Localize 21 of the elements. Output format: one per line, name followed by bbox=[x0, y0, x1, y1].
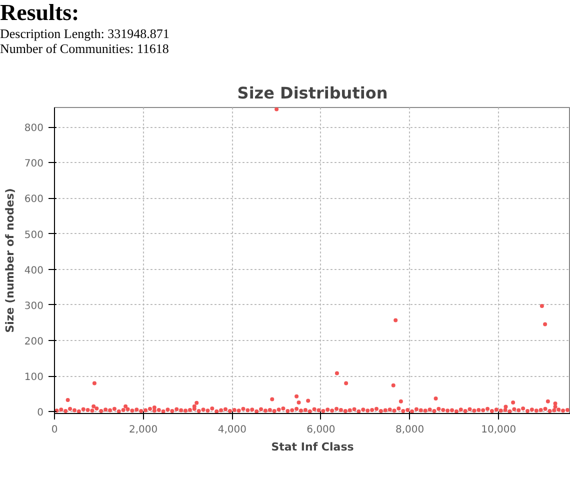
y-tick-label: 200 bbox=[24, 336, 44, 348]
x-axis-title: Stat Inf Class bbox=[271, 440, 354, 454]
x-tick-label: 4,000 bbox=[218, 424, 246, 436]
y-tick-label: 700 bbox=[24, 158, 44, 170]
y-tick-label: 600 bbox=[24, 194, 44, 206]
y-tick-label: 800 bbox=[24, 123, 44, 134]
chart-title: Size Distribution bbox=[237, 84, 388, 102]
x-tick-label: 2,000 bbox=[129, 424, 158, 436]
y-tick-label: 0 bbox=[37, 408, 44, 419]
x-tick-label: 6,000 bbox=[306, 424, 336, 436]
text: Number of Communities: 11618 bbox=[0, 41, 169, 56]
y-tick-label: 400 bbox=[24, 265, 44, 276]
y-tick-label: 100 bbox=[24, 372, 44, 384]
x-tick-label: 0 bbox=[51, 424, 58, 436]
y-tick-label: 300 bbox=[24, 300, 44, 312]
y-axis-title: Size (number of nodes) bbox=[3, 188, 16, 333]
x-tick-label: 10,000 bbox=[481, 424, 516, 436]
text: Description Length: 331948.871 bbox=[0, 26, 170, 41]
text: Results: bbox=[0, 0, 80, 26]
y-tick-label: 500 bbox=[24, 230, 44, 241]
x-tick-label: 8,000 bbox=[395, 424, 424, 436]
